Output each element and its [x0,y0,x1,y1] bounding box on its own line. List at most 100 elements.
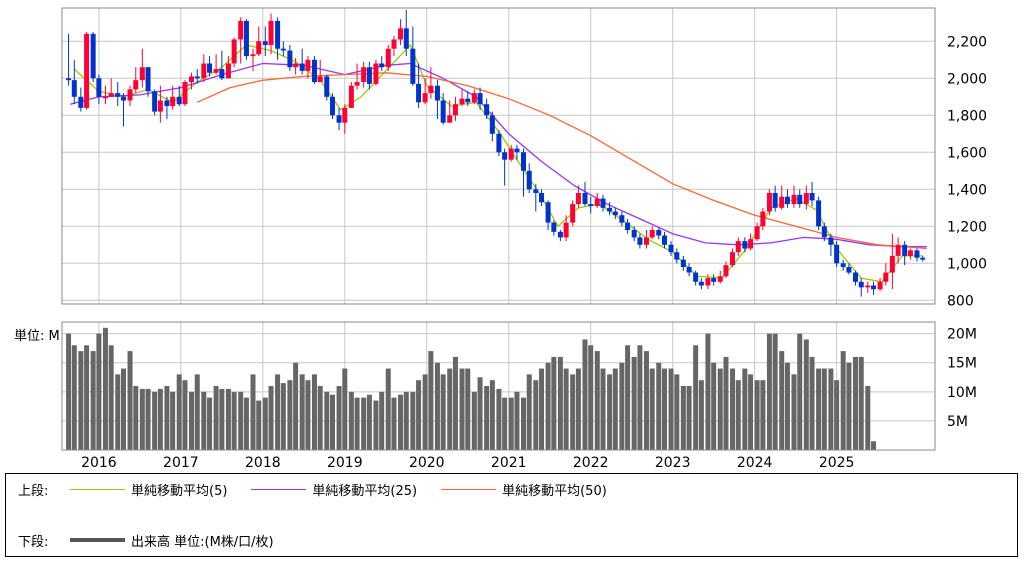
candle-body [373,63,379,84]
volume-bar [213,386,219,450]
volume-bar [336,386,342,450]
candle-body [287,50,293,68]
volume-bar [477,377,483,450]
candle-body [545,202,551,223]
volume-bar [330,394,336,450]
candle-body [816,200,822,227]
volume-bar [324,391,330,450]
candle-body [416,83,422,103]
volume-bar [219,388,225,450]
x-tick-label: 2021 [491,455,527,470]
candle-body [582,193,588,205]
price-tick-label: 1,400 [947,182,987,198]
candle-body [828,237,834,245]
candle-body [391,39,397,49]
volume-bar [539,368,545,450]
candle-body [889,255,895,273]
candle-body [379,63,385,68]
ma-line-2 [197,72,927,250]
volume-tick-label: 5M [947,414,968,430]
candle-body [772,193,778,208]
candle-body [133,80,139,90]
volume-bar [668,368,674,450]
candle-body [563,222,569,238]
candle-body [575,193,581,205]
legend-lower-label: 下段: [18,534,49,550]
candle-body [735,241,741,253]
volume-bar [361,397,367,450]
volume-bar [452,356,458,450]
candle-body [557,231,563,238]
volume-unit-label: 単位: M [14,328,60,344]
candle-body [102,96,108,99]
candle-body [410,48,416,84]
candle-body [299,63,305,71]
candle-body [502,152,508,160]
candle-body [809,193,815,201]
volume-bar [71,345,77,450]
volume-bar [391,397,397,450]
volume-bar [600,368,606,450]
candle-body [705,278,711,286]
price-tick-label: 800 [947,293,974,309]
volume-bar [354,397,360,450]
ma50-line-swatch [441,488,497,490]
volume-bar [693,345,699,450]
volume-bar [533,380,539,450]
volume-bar [766,333,772,450]
candle-body [96,78,102,97]
volume-bar [102,327,108,450]
volume-bar [661,368,667,450]
volume-bar [612,368,618,450]
volume-bar [791,374,797,450]
volume-bar [834,380,840,450]
volume-bar [164,386,170,450]
candle-body [354,82,360,86]
volume-bar [348,391,354,450]
candle-body [625,222,631,230]
candle-body [514,148,520,153]
volume-bar [78,351,84,450]
volume-bar [828,368,834,450]
candle-body [588,204,594,206]
candle-body [170,96,176,107]
candle-body [336,115,342,123]
candle-body [693,272,699,282]
candle-body [902,244,908,256]
x-tick-label: 2023 [655,455,691,470]
volume-bar [385,368,391,450]
volume-bar [742,368,748,450]
candle-body [484,104,490,116]
volume-bar [225,388,231,450]
x-tick-label: 2025 [819,455,855,470]
candle-body [361,67,367,82]
volume-swatch [70,538,125,542]
volume-bar [311,374,317,450]
volume-bar [575,368,581,450]
volume-bar [182,380,188,450]
candle-body [194,76,200,79]
volume-bar [582,339,588,450]
candle-body [120,96,126,101]
volume-bar [280,383,286,450]
candle-body [643,237,649,245]
candle-body [834,244,840,264]
volume-bar [152,391,158,450]
volume-bar [588,345,594,450]
volume-bar [723,356,729,450]
legend-item-ma5: 単純移動平均(5) [68,480,227,499]
candle-body [656,230,662,236]
volume-bar [243,397,249,450]
candle-body [348,85,354,108]
volume-bar [403,391,409,450]
candle-body [846,267,852,273]
candle-body [637,237,643,245]
volume-bar [145,388,151,450]
candle-body [711,278,717,282]
x-tick-label: 2020 [409,455,445,470]
candle-body [551,222,557,232]
volume-bar [846,362,852,450]
volume-bar [428,351,434,450]
candle-body [207,63,213,73]
volume-bar [373,400,379,450]
